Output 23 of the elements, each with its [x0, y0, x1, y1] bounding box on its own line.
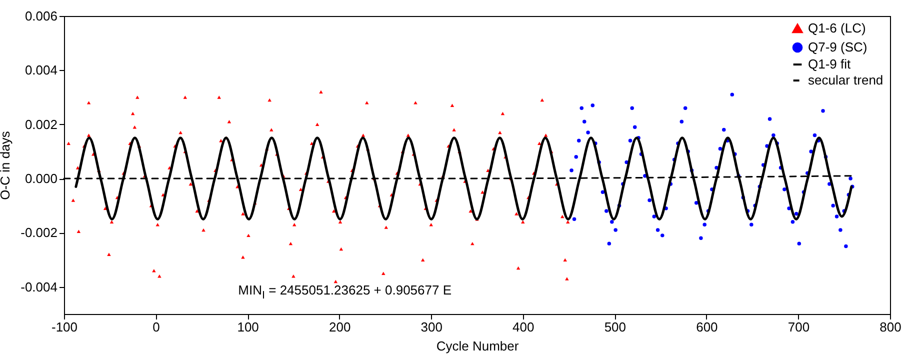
y-tick-label: 0.006: [24, 8, 58, 24]
y-tick-label: 0.002: [24, 116, 58, 132]
legend-label: Q7-9 (SC): [808, 40, 868, 54]
legend-label: secular trend: [808, 72, 884, 88]
x-tick-label: 300: [420, 320, 442, 334]
y-tick-label: 0.000: [24, 171, 58, 186]
legend-label: Q1-9 fit: [808, 56, 852, 72]
x-tick-label: 500: [604, 320, 626, 334]
x-tick-label: 800: [880, 320, 902, 334]
y-tick-label: -0.002: [20, 225, 58, 240]
x-tick-label: 0: [152, 320, 160, 334]
legend-label: Q1-6 (LC): [808, 20, 866, 36]
x-tick-label: 200: [328, 320, 351, 334]
annotation: MIN$_{I}$ = 2455051.23625 + 0.905677 E: [238, 282, 452, 302]
x-tick-label: 600: [696, 320, 718, 334]
y-axis-title: O-C in days: [0, 130, 13, 200]
y-tick-label: 0.004: [24, 62, 58, 78]
y-tick-label: -0.004: [20, 279, 58, 294]
x-axis-title: Cycle Number: [436, 338, 520, 354]
x-tick-label: 100: [237, 320, 259, 334]
x-tick-label: -100: [51, 320, 78, 334]
x-tick-label: 400: [512, 320, 534, 334]
x-tick-label: 700: [788, 320, 810, 334]
